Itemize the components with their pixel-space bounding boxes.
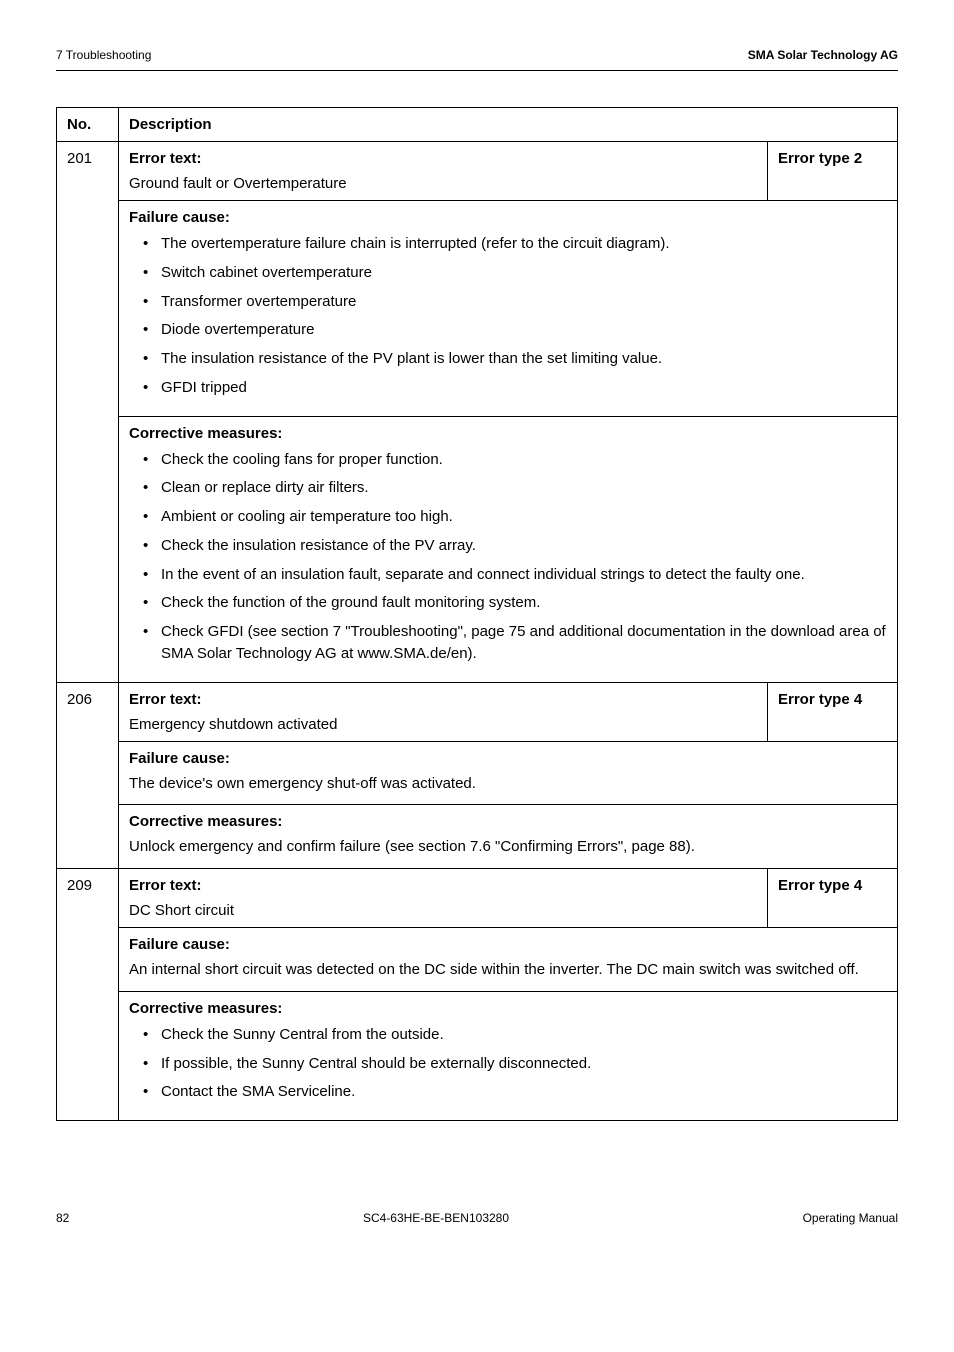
- corrective-measures-cell: Corrective measures: Check the cooling f…: [119, 416, 898, 682]
- table-row: Corrective measures: Check the cooling f…: [57, 416, 898, 682]
- error-text-label: Error text:: [129, 877, 757, 894]
- table-row: Failure cause: The overtemperature failu…: [57, 201, 898, 417]
- list-item: In the event of an insulation fault, sep…: [129, 564, 887, 586]
- list-item: The insulation resistance of the PV plan…: [129, 348, 887, 370]
- failure-cause-cell: Failure cause: An internal short circuit…: [119, 928, 898, 992]
- list-item: Check GFDI (see section 7 "Troubleshooti…: [129, 621, 887, 665]
- footer-page-no: 82: [56, 1211, 69, 1225]
- error-text-cell: Error text: DC Short circuit: [119, 869, 768, 928]
- error-no: 209: [57, 869, 119, 1121]
- failure-cause-list: The overtemperature failure chain is int…: [129, 233, 887, 399]
- list-item: Check the insulation resistance of the P…: [129, 535, 887, 557]
- header-company: SMA Solar Technology AG: [748, 48, 898, 62]
- table-row: Corrective measures: Unlock emergency an…: [57, 805, 898, 869]
- corrective-measures-cell: Corrective measures: Unlock emergency an…: [119, 805, 898, 869]
- failure-cause-text: An internal short circuit was detected o…: [129, 959, 887, 981]
- table-row: Failure cause: The device's own emergenc…: [57, 741, 898, 805]
- error-no: 201: [57, 142, 119, 683]
- list-item: Transformer overtemperature: [129, 291, 887, 313]
- list-item: Ambient or cooling air temperature too h…: [129, 506, 887, 528]
- corrective-measures-cell: Corrective measures: Check the Sunny Cen…: [119, 991, 898, 1120]
- troubleshooting-table: No. Description 201 Error text: Ground f…: [56, 107, 898, 1121]
- error-text-cell: Error text: Emergency shutdown activated: [119, 682, 768, 741]
- error-text-label: Error text:: [129, 691, 757, 708]
- corrective-text: Unlock emergency and confirm failure (se…: [129, 836, 887, 858]
- error-text-value: Ground fault or Overtemperature: [129, 175, 757, 192]
- header-rule: [56, 70, 898, 71]
- header-section: 7 Troubleshooting: [56, 48, 151, 62]
- corrective-list: Check the cooling fans for proper functi…: [129, 449, 887, 665]
- failure-cause-title: Failure cause:: [129, 209, 887, 226]
- list-item: Check the cooling fans for proper functi…: [129, 449, 887, 471]
- col-no-header: No.: [57, 108, 119, 142]
- list-item: If possible, the Sunny Central should be…: [129, 1053, 887, 1075]
- error-type: Error type 4: [767, 869, 897, 928]
- table-row: Failure cause: An internal short circuit…: [57, 928, 898, 992]
- error-text-label: Error text:: [129, 150, 757, 167]
- page-header: 7 Troubleshooting SMA Solar Technology A…: [56, 48, 898, 62]
- list-item: Check the function of the ground fault m…: [129, 592, 887, 614]
- list-item: Diode overtemperature: [129, 319, 887, 341]
- error-no: 206: [57, 682, 119, 869]
- failure-cause-text: The device's own emergency shut-off was …: [129, 773, 887, 795]
- corrective-title: Corrective measures:: [129, 425, 887, 442]
- failure-cause-title: Failure cause:: [129, 936, 887, 953]
- table-row: Corrective measures: Check the Sunny Cen…: [57, 991, 898, 1120]
- failure-cause-cell: Failure cause: The device's own emergenc…: [119, 741, 898, 805]
- error-text-value: DC Short circuit: [129, 902, 757, 919]
- failure-cause-cell: Failure cause: The overtemperature failu…: [119, 201, 898, 417]
- corrective-title: Corrective measures:: [129, 1000, 887, 1017]
- error-text-value: Emergency shutdown activated: [129, 716, 757, 733]
- list-item: Contact the SMA Serviceline.: [129, 1081, 887, 1103]
- error-type: Error type 2: [767, 142, 897, 201]
- error-text-cell: Error text: Ground fault or Overtemperat…: [119, 142, 768, 201]
- footer-doc-type: Operating Manual: [803, 1211, 898, 1225]
- list-item: Switch cabinet overtemperature: [129, 262, 887, 284]
- table-row: 209 Error text: DC Short circuit Error t…: [57, 869, 898, 928]
- table-row: 201 Error text: Ground fault or Overtemp…: [57, 142, 898, 201]
- list-item: Check the Sunny Central from the outside…: [129, 1024, 887, 1046]
- footer-doc-id: SC4-63HE-BE-BEN103280: [363, 1211, 509, 1225]
- list-item: The overtemperature failure chain is int…: [129, 233, 887, 255]
- corrective-title: Corrective measures:: [129, 813, 887, 830]
- corrective-list: Check the Sunny Central from the outside…: [129, 1024, 887, 1103]
- failure-cause-title: Failure cause:: [129, 750, 887, 767]
- col-desc-header: Description: [119, 108, 898, 142]
- list-item: GFDI tripped: [129, 377, 887, 399]
- table-row: 206 Error text: Emergency shutdown activ…: [57, 682, 898, 741]
- error-type: Error type 4: [767, 682, 897, 741]
- page-footer: 82 SC4-63HE-BE-BEN103280 Operating Manua…: [56, 1211, 898, 1225]
- list-item: Clean or replace dirty air filters.: [129, 477, 887, 499]
